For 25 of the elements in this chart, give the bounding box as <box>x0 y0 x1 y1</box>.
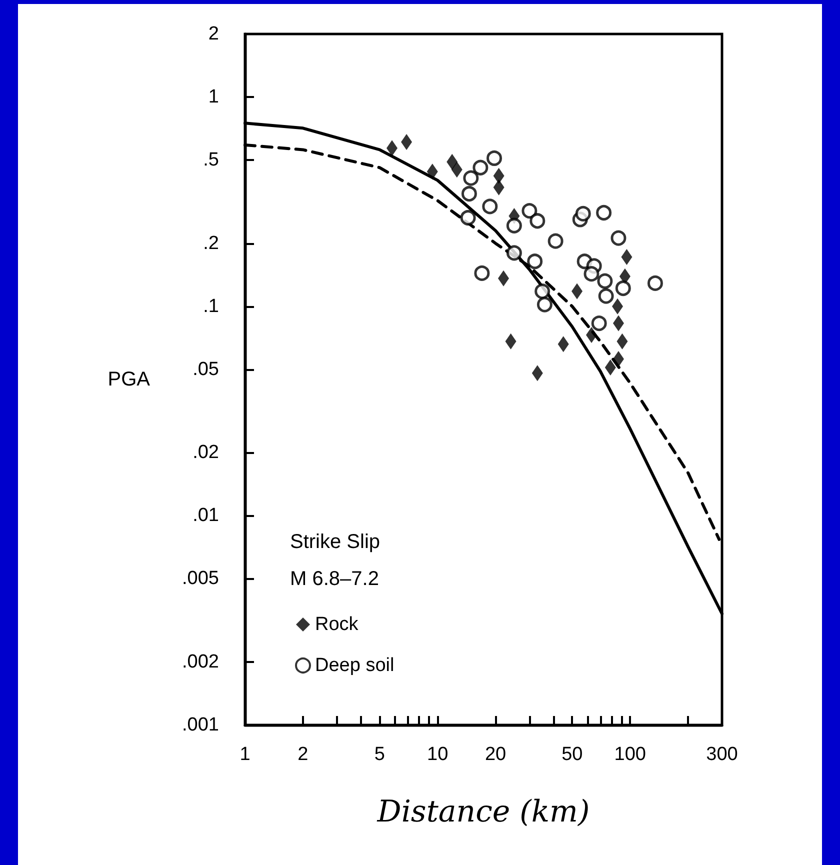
y-tick-label: 2 <box>208 24 219 44</box>
x-tick-label: 10 <box>426 744 448 765</box>
x-tick-label: 5 <box>374 744 385 765</box>
y-tick-label: .001 <box>182 714 219 736</box>
legend-label: Deep soil <box>315 655 394 676</box>
y-axis-title: PGA <box>108 368 151 390</box>
x-tick-label: 100 <box>614 744 646 765</box>
legend-label: Rock <box>315 614 359 635</box>
annotation: Strike Slip <box>290 531 380 553</box>
y-tick-label: .02 <box>192 442 219 464</box>
x-axis-title: Distance (km) <box>376 794 590 830</box>
annotation: M 6.8–7.2 <box>290 568 379 590</box>
y-tick-label: .005 <box>182 568 219 590</box>
x-tick-label: 300 <box>706 744 738 765</box>
y-tick-label: .5 <box>203 150 219 171</box>
x-tick-label: 1 <box>240 744 250 765</box>
y-tick-label: .2 <box>203 232 219 254</box>
y-tick-label: .01 <box>192 505 219 526</box>
y-tick-label: .002 <box>182 651 219 672</box>
x-tick-label: 20 <box>484 744 506 765</box>
x-tick-label: 2 <box>298 744 308 765</box>
y-tick-label: 1 <box>208 86 219 108</box>
y-tick-label: .05 <box>192 358 219 380</box>
y-tick-label: .1 <box>203 296 219 317</box>
x-tick-label: 50 <box>562 744 583 765</box>
